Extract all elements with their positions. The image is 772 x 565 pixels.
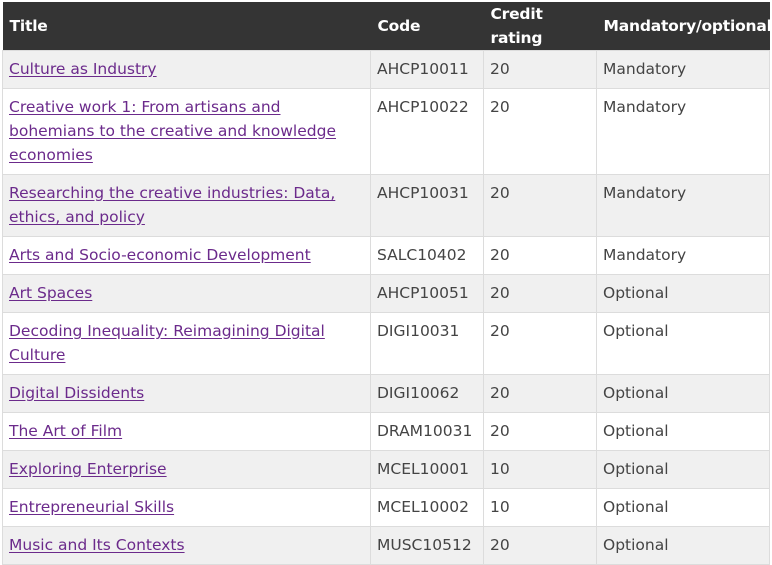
credit-cell: 10: [483, 450, 597, 489]
unit-title-link[interactable]: Culture as Industry: [9, 60, 157, 78]
table-row: Art Spaces AHCP10051 20 Optional: [2, 274, 770, 313]
credit-cell: 20: [483, 88, 597, 175]
table-row: The Art of Film DRAM10031 20 Optional: [2, 412, 770, 451]
code-cell: DIGI10031: [370, 312, 484, 375]
status-cell: Mandatory: [596, 50, 770, 89]
unit-title-link[interactable]: Arts and Socio-economic Development: [9, 246, 311, 264]
table-row: Creative work 1: From artisans and bohem…: [2, 88, 770, 175]
credit-cell: 20: [483, 274, 597, 313]
unit-title-link[interactable]: Decoding Inequality: Reimagining Digital…: [9, 322, 325, 364]
unit-title-link[interactable]: Art Spaces: [9, 284, 93, 302]
title-cell: Art Spaces: [2, 274, 371, 313]
table-row: Digital Dissidents DIGI10062 20 Optional: [2, 374, 770, 413]
title-cell: Digital Dissidents: [2, 374, 371, 413]
header-credit-rating: Credit rating: [483, 2, 597, 51]
table-row: Music and Its Contexts MUSC10512 20 Opti…: [2, 526, 770, 565]
title-cell: Culture as Industry: [2, 50, 371, 89]
header-mandatory-optional: Mandatory/optional: [596, 2, 772, 51]
title-cell: Decoding Inequality: Reimagining Digital…: [2, 312, 371, 375]
unit-title-link[interactable]: Music and Its Contexts: [9, 536, 185, 554]
credit-cell: 20: [483, 50, 597, 89]
credit-cell: 20: [483, 412, 597, 451]
status-cell: Mandatory: [596, 174, 770, 237]
code-cell: AHCP10051: [370, 274, 484, 313]
status-cell: Optional: [596, 274, 770, 313]
code-cell: SALC10402: [370, 236, 484, 275]
unit-title-link[interactable]: Digital Dissidents: [9, 384, 145, 402]
title-cell: Exploring Enterprise: [2, 450, 371, 489]
header-row: Title Code Credit rating Mandatory/optio…: [2, 2, 772, 51]
table-row: Researching the creative industries: Dat…: [2, 174, 770, 237]
code-cell: AHCP10011: [370, 50, 484, 89]
code-cell: MUSC10512: [370, 526, 484, 565]
table-row: Decoding Inequality: Reimagining Digital…: [2, 312, 770, 375]
table-row: Arts and Socio-economic Development SALC…: [2, 236, 770, 275]
title-cell: Music and Its Contexts: [2, 526, 371, 565]
table-header: Title Code Credit rating Mandatory/optio…: [2, 2, 772, 51]
header-code: Code: [370, 2, 484, 51]
title-cell: Creative work 1: From artisans and bohem…: [2, 88, 371, 175]
title-cell: The Art of Film: [2, 412, 371, 451]
title-cell: Arts and Socio-economic Development: [2, 236, 371, 275]
unit-title-link[interactable]: Entrepreneurial Skills: [9, 498, 175, 516]
unit-title-link[interactable]: The Art of Film: [9, 422, 123, 440]
unit-title-link[interactable]: Exploring Enterprise: [9, 460, 167, 478]
status-cell: Optional: [596, 412, 770, 451]
credit-cell: 20: [483, 174, 597, 237]
status-cell: Mandatory: [596, 88, 770, 175]
credit-cell: 20: [483, 526, 597, 565]
credit-cell: 20: [483, 236, 597, 275]
status-cell: Optional: [596, 526, 770, 565]
credit-cell: 20: [483, 312, 597, 375]
status-cell: Optional: [596, 374, 770, 413]
title-cell: Researching the creative industries: Dat…: [2, 174, 371, 237]
credit-cell: 20: [483, 374, 597, 413]
code-cell: DRAM10031: [370, 412, 484, 451]
table-row: Culture as Industry AHCP10011 20 Mandato…: [2, 50, 770, 89]
code-cell: DIGI10062: [370, 374, 484, 413]
unit-title-link[interactable]: Researching the creative industries: Dat…: [9, 184, 336, 226]
table-row: Exploring Enterprise MCEL10001 10 Option…: [2, 450, 770, 489]
unit-title-link[interactable]: Creative work 1: From artisans and bohem…: [9, 98, 336, 164]
code-cell: MCEL10001: [370, 450, 484, 489]
code-cell: AHCP10022: [370, 88, 484, 175]
table-body: Culture as Industry AHCP10011 20 Mandato…: [2, 50, 770, 565]
code-cell: AHCP10031: [370, 174, 484, 237]
status-cell: Optional: [596, 312, 770, 375]
header-title: Title: [2, 2, 371, 51]
status-cell: Optional: [596, 450, 770, 489]
status-cell: Mandatory: [596, 236, 770, 275]
